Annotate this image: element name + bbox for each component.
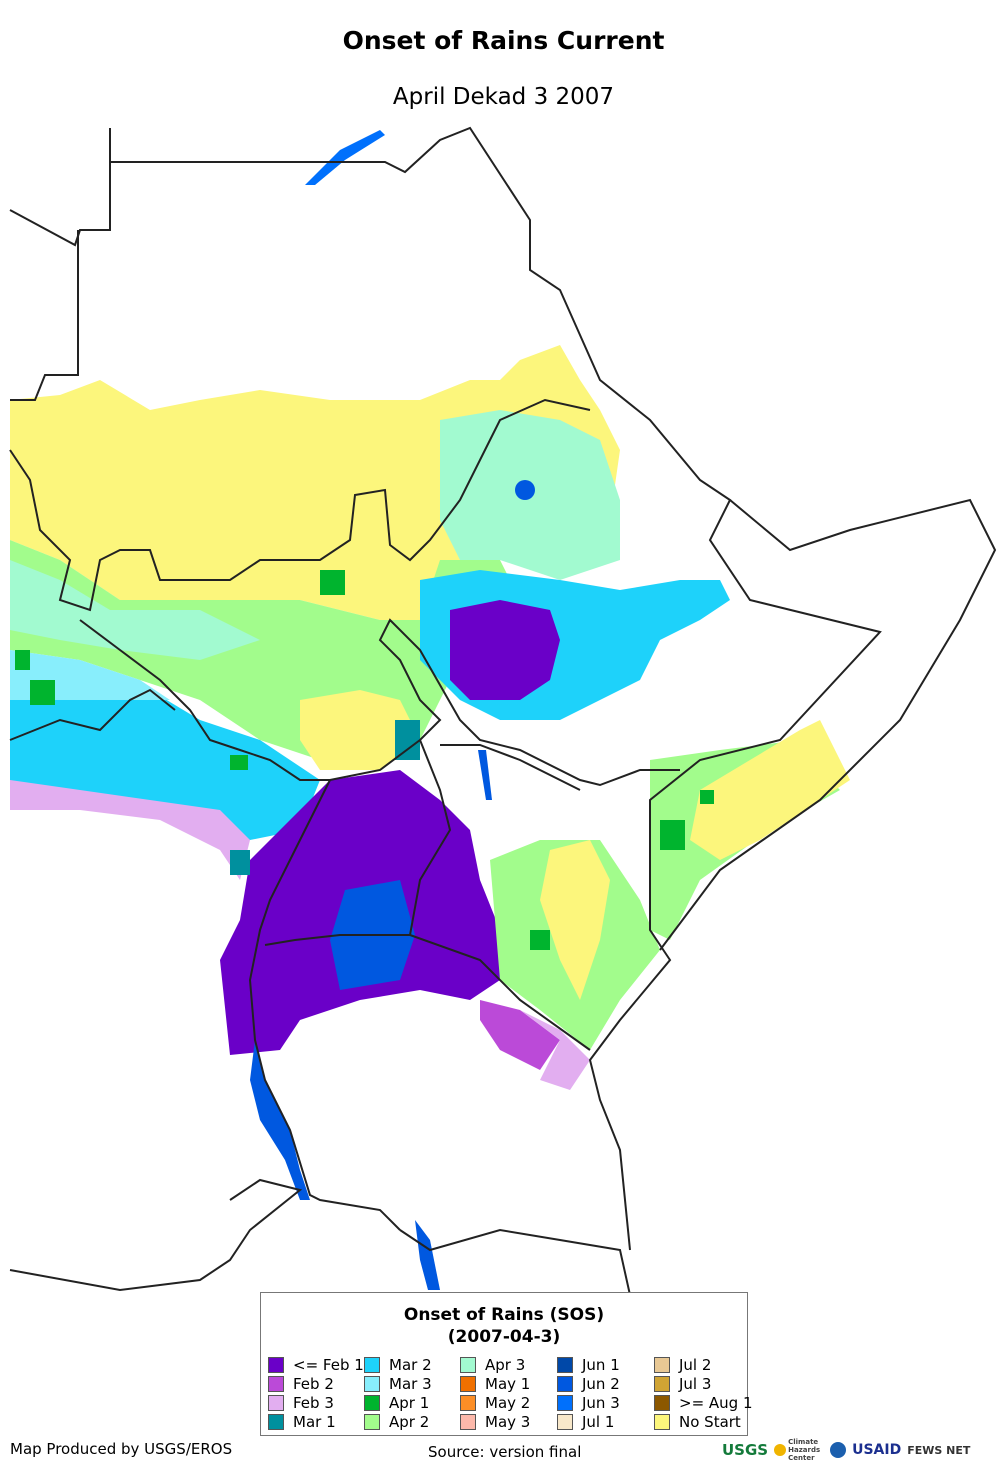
legend-swatch xyxy=(654,1375,670,1392)
region-feb2-tanzania-coast xyxy=(480,1000,560,1070)
map-title: Onset of Rains Current xyxy=(342,26,665,55)
legend-item: <= Feb 1 xyxy=(268,1355,364,1374)
legend-item: Jun 3 xyxy=(557,1393,654,1412)
legend-swatch xyxy=(654,1394,670,1411)
noaa-logo xyxy=(830,1442,847,1458)
legend-label: Feb 3 xyxy=(293,1393,334,1412)
legend-item: Apr 2 xyxy=(364,1412,460,1431)
legend-swatch xyxy=(268,1413,284,1430)
legend-label: <= Feb 1 xyxy=(293,1355,364,1374)
region-apr3 xyxy=(10,560,260,660)
legend-item: Apr 1 xyxy=(364,1393,460,1412)
legend-item: Feb 2 xyxy=(268,1374,364,1393)
legend-label: Mar 3 xyxy=(389,1374,432,1393)
legend-label: Mar 2 xyxy=(389,1355,432,1374)
lake-tana xyxy=(515,480,535,500)
usgs-logo: USGS xyxy=(722,1441,769,1459)
legend-swatch xyxy=(460,1356,476,1373)
legend-item: May 1 xyxy=(460,1374,557,1393)
data-source: Source: version final xyxy=(428,1443,582,1461)
red-sea-coast-water xyxy=(305,130,385,185)
legend-item: Apr 3 xyxy=(460,1355,557,1374)
legend-swatch xyxy=(268,1356,284,1373)
legend-swatch xyxy=(557,1356,573,1373)
legend-item: Mar 2 xyxy=(364,1355,460,1374)
region-feb3-tanzania-coast xyxy=(520,1010,590,1090)
legend-label: Jun 1 xyxy=(582,1355,620,1374)
legend-label: Apr 3 xyxy=(485,1355,526,1374)
onset-of-rains-map xyxy=(9,126,997,1296)
usaid-logo: USAID xyxy=(852,1442,902,1458)
legend-label: May 1 xyxy=(485,1374,531,1393)
legend-label: May 2 xyxy=(485,1393,531,1412)
map-subtitle: April Dekad 3 2007 xyxy=(392,84,615,110)
legend-swatch xyxy=(557,1394,573,1411)
legend-swatch xyxy=(460,1413,476,1430)
fewsnet-logo: FEWS NET xyxy=(907,1443,971,1457)
legend-label: No Start xyxy=(679,1412,741,1431)
legend-swatch xyxy=(460,1375,476,1392)
legend-swatch xyxy=(557,1413,573,1430)
region-mar1-patch xyxy=(230,720,420,875)
legend-item: Mar 3 xyxy=(364,1374,460,1393)
legend-item: Feb 3 xyxy=(268,1393,364,1412)
rain-onset-regions xyxy=(10,130,850,1290)
legend-item: Jun 2 xyxy=(557,1374,654,1393)
legend-item: Mar 1 xyxy=(268,1412,364,1431)
legend-label: Jun 2 xyxy=(582,1374,620,1393)
legend-label: May 3 xyxy=(485,1412,531,1431)
chc-logo: Climate Hazards Center xyxy=(774,1438,824,1462)
lake-tanganyika xyxy=(250,1040,310,1200)
legend-item: May 3 xyxy=(460,1412,557,1431)
legend-label: Jul 3 xyxy=(679,1374,712,1393)
lake-malawi xyxy=(415,1220,440,1290)
legend-label: Mar 1 xyxy=(293,1412,336,1431)
legend-swatch xyxy=(268,1375,284,1392)
legend-item: May 2 xyxy=(460,1393,557,1412)
legend-item: Jul 2 xyxy=(654,1355,754,1374)
region-no-start-kenya xyxy=(540,840,610,1000)
legend-label: Jul 2 xyxy=(679,1355,712,1374)
legend-label: Jun 3 xyxy=(582,1393,620,1412)
map-legend: Onset of Rains (SOS) (2007-04-3) <= Feb … xyxy=(260,1292,753,1436)
legend-swatch xyxy=(364,1356,380,1373)
legend-swatch xyxy=(268,1394,284,1411)
legend-items: <= Feb 1 Feb 2 Feb 3 Mar 1 Mar 2 Mar 3 Apr 1 Ap… xyxy=(268,1355,754,1431)
legend-title: Onset of Rains (SOS) xyxy=(403,1305,605,1325)
legend-item: Jul 1 xyxy=(557,1412,654,1431)
legend-label: Jul 1 xyxy=(582,1412,615,1431)
region-no-start-somalia xyxy=(690,720,850,860)
legend-item: Jul 3 xyxy=(654,1374,754,1393)
legend-swatch xyxy=(364,1413,380,1430)
legend-item: Jun 1 xyxy=(557,1355,654,1374)
legend-subtitle: (2007-04-3) xyxy=(447,1327,561,1347)
partner-logos: USGS Climate Hazards Center USAID FEWS N… xyxy=(722,1438,970,1462)
country-boundaries xyxy=(9,126,997,1296)
legend-swatch xyxy=(654,1413,670,1430)
legend-label: Apr 2 xyxy=(389,1412,430,1431)
legend-swatch xyxy=(364,1375,380,1392)
legend-swatch xyxy=(654,1356,670,1373)
legend-swatch xyxy=(460,1394,476,1411)
legend-label: Feb 2 xyxy=(293,1374,334,1393)
lake-turkana xyxy=(478,750,492,800)
legend-swatch xyxy=(364,1394,380,1411)
legend-label: Apr 1 xyxy=(389,1393,430,1412)
region-feb3 xyxy=(10,780,250,880)
region-no-start-central xyxy=(300,690,420,770)
region-feb1-ethiopia xyxy=(450,600,560,700)
map-credit: Map Produced by USGS/EROS xyxy=(10,1440,233,1458)
legend-label: >= Aug 1 xyxy=(679,1393,753,1412)
legend-swatch xyxy=(557,1375,573,1392)
legend-item: No Start xyxy=(654,1412,754,1431)
legend-item: >= Aug 1 xyxy=(654,1393,754,1412)
